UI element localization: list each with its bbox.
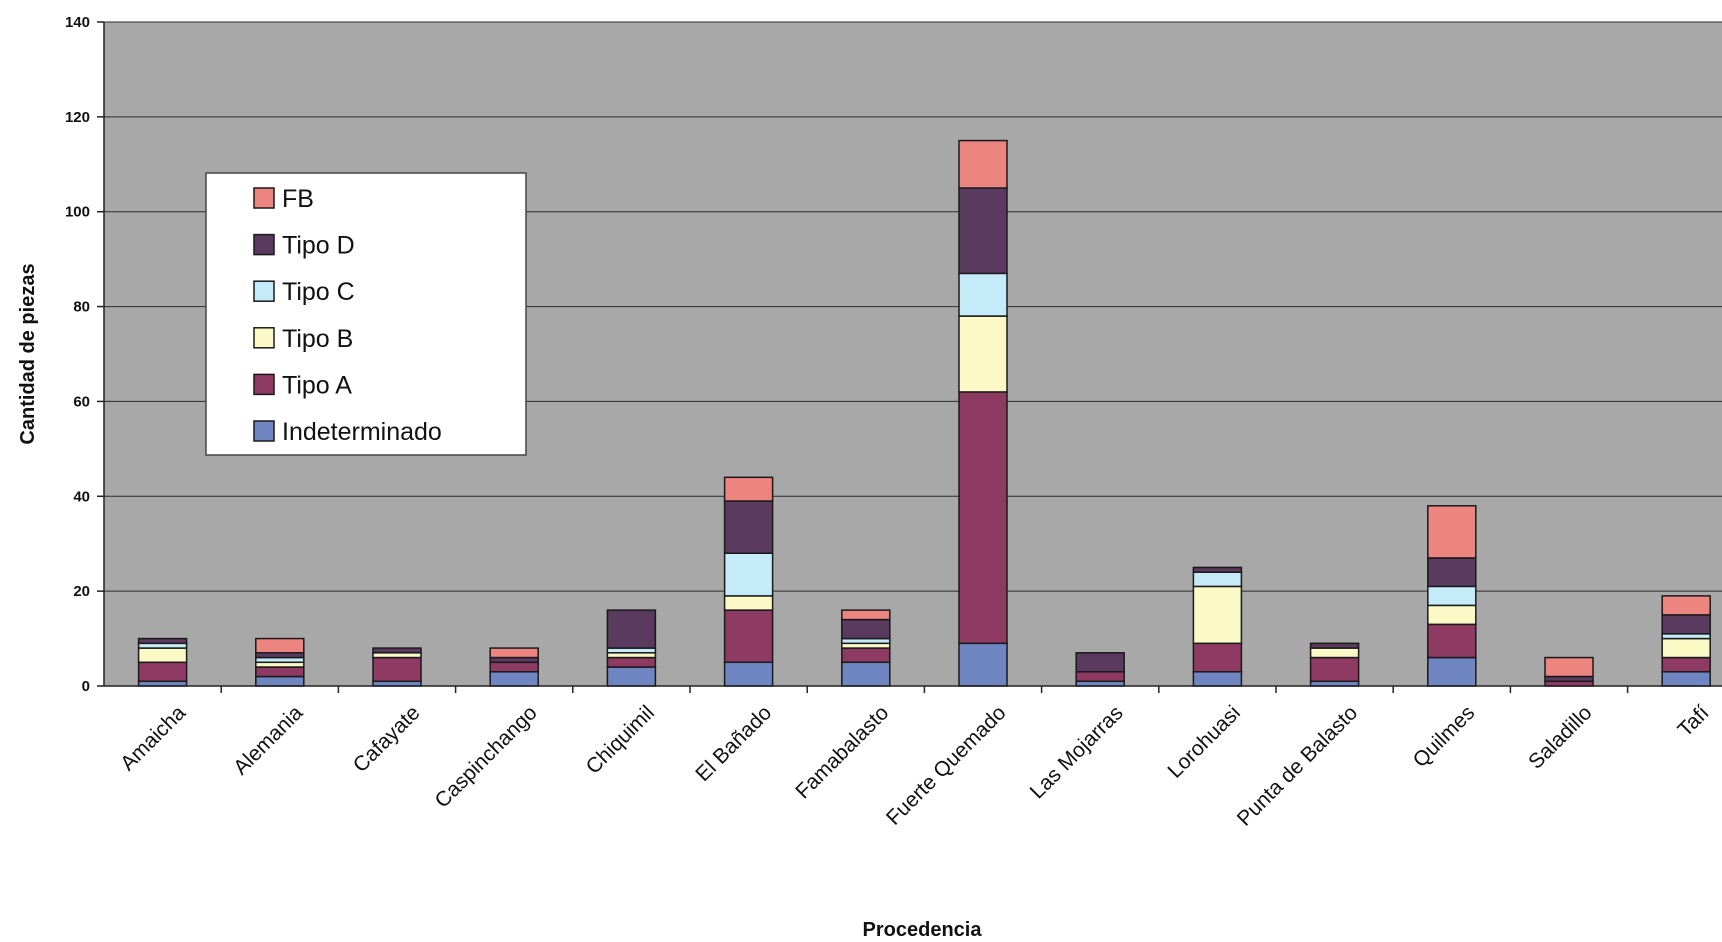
x-tick-label: Tafí bbox=[1674, 701, 1714, 741]
y-tick-label: 120 bbox=[65, 109, 90, 126]
legend-label: Tipo C bbox=[282, 278, 355, 306]
bar-segment-indeterminado bbox=[606, 666, 657, 687]
x-tick-label: Punta de Balasto bbox=[1233, 701, 1362, 830]
x-tick-label: Chiquimil bbox=[582, 701, 659, 778]
bar-segment-fb bbox=[1661, 595, 1711, 616]
bar-segment-tipo-d bbox=[137, 637, 188, 645]
bar-segment-tipo-a bbox=[723, 609, 774, 664]
bar-segment-tipo-a bbox=[1427, 623, 1477, 659]
bar-segment-tipo-a bbox=[137, 661, 188, 683]
legend-label: Tipo B bbox=[282, 325, 353, 353]
bar-segment-tipo-a bbox=[1309, 656, 1360, 683]
legend-swatch bbox=[253, 420, 275, 442]
bar-segment-tipo-d bbox=[1427, 557, 1477, 588]
bar-segment-tipo-d bbox=[958, 187, 1008, 275]
bar-segment-tipo-d bbox=[1192, 566, 1243, 573]
x-tick-label: Caspinchango bbox=[431, 701, 542, 812]
y-tick-label: 0 bbox=[82, 678, 90, 695]
x-tick-label: Las Mojarras bbox=[1026, 701, 1128, 803]
legend-label: FB bbox=[282, 185, 314, 213]
y-tick-label: 100 bbox=[65, 204, 90, 221]
bar-segment-tipo-a bbox=[1192, 642, 1243, 673]
bar-segment-tipo-a bbox=[1661, 656, 1711, 673]
legend-box bbox=[205, 172, 527, 456]
y-tick-labels: 0 20 40 60 80 100 120 140 bbox=[65, 14, 90, 695]
bar-segment-indeterminado bbox=[723, 661, 774, 687]
legend-label: Tipo A bbox=[282, 371, 352, 399]
bar-segment-tipo-c bbox=[1192, 571, 1243, 588]
x-tick-label: El Bañado bbox=[691, 701, 776, 786]
bar-segment-fb bbox=[958, 139, 1008, 189]
x-tick-label: Lorohuasi bbox=[1163, 701, 1244, 782]
bar-segment-indeterminado bbox=[841, 661, 891, 687]
bar-segment-tipo-d bbox=[372, 647, 422, 654]
bar-segment-tipo-b bbox=[958, 315, 1008, 393]
bar-segment-tipo-a bbox=[1075, 671, 1125, 683]
bar-segment-tipo-a bbox=[958, 391, 1008, 645]
legend-swatch bbox=[253, 187, 275, 209]
bar-segment-tipo-c bbox=[958, 272, 1008, 317]
bar-segment-tipo-a bbox=[606, 656, 657, 668]
bar-segment-fb bbox=[1427, 505, 1477, 559]
legend-label: Indeterminado bbox=[282, 418, 442, 446]
bar-segment-tipo-c bbox=[723, 552, 774, 597]
bar-segment-indeterminado bbox=[489, 671, 539, 687]
legend-swatch bbox=[253, 327, 275, 349]
legend-swatch bbox=[253, 233, 275, 256]
bar-segment-tipo-a bbox=[372, 656, 422, 683]
bar-segment-fb bbox=[489, 647, 539, 659]
bar-segment-tipo-d bbox=[1309, 642, 1360, 649]
legend-swatch bbox=[253, 373, 275, 396]
bars bbox=[137, 139, 1711, 687]
bar-segment-tipo-b bbox=[1661, 637, 1711, 659]
x-tick-label: Quilmes bbox=[1409, 701, 1480, 772]
axes bbox=[97, 21, 1722, 693]
legend-label: Tipo D bbox=[282, 232, 355, 260]
y-tick-label: 140 bbox=[65, 14, 90, 31]
x-tick-label: Fuerte Quemado bbox=[882, 701, 1011, 830]
x-tick-label: Saladillo bbox=[1524, 701, 1596, 773]
x-tick-labels: Amaicha Alemania Cafayate Caspinchango Chiqu… bbox=[116, 701, 1714, 831]
bar-segment-fb bbox=[1544, 656, 1594, 678]
x-axis-title: Procedencia bbox=[863, 919, 983, 941]
x-tick-label: Famabalasto bbox=[791, 701, 893, 803]
bar-segment-fb bbox=[255, 637, 305, 654]
bar-segment-fb bbox=[723, 476, 774, 502]
bar-segment-fb bbox=[841, 609, 891, 621]
bar-segment-indeterminado bbox=[255, 675, 305, 687]
legend: FB Tipo D Tipo C Tipo B Tipo A Indeterminado bbox=[205, 172, 527, 456]
y-axis-title: Cantidad de piezas bbox=[17, 263, 39, 444]
bar-segment-tipo-a bbox=[255, 666, 305, 678]
bar-segment-tipo-d bbox=[606, 609, 657, 649]
x-tick-label: Amaicha bbox=[116, 701, 190, 775]
bar-segment-tipo-c bbox=[1427, 585, 1477, 607]
bar-segment-tipo-a bbox=[489, 661, 539, 673]
bar-segment-tipo-d bbox=[841, 618, 891, 640]
bar-segment-tipo-d bbox=[1661, 614, 1711, 635]
bar-segment-tipo-a bbox=[841, 647, 891, 664]
bar-segment-tipo-d bbox=[1075, 652, 1125, 673]
bar-segment-tipo-b bbox=[137, 647, 188, 664]
y-tick-label: 20 bbox=[73, 583, 90, 600]
y-tick-label: 60 bbox=[73, 393, 90, 410]
bar-segment-indeterminado bbox=[1427, 656, 1477, 687]
bar-segment-tipo-b bbox=[1192, 585, 1243, 645]
x-tick-label: Cafayate bbox=[349, 701, 425, 777]
legend-swatch bbox=[253, 280, 275, 302]
bar-segment-indeterminado bbox=[1661, 671, 1711, 687]
bar-segment-tipo-d bbox=[723, 500, 774, 554]
y-tick-label: 40 bbox=[73, 488, 90, 505]
x-tick-label: Alemania bbox=[229, 701, 307, 779]
bar-segment-tipo-b bbox=[1427, 604, 1477, 626]
bar-segment-indeterminado bbox=[958, 642, 1008, 687]
bar-segment-tipo-b bbox=[1309, 647, 1360, 659]
y-tick-label: 80 bbox=[73, 299, 90, 316]
bar-segment-indeterminado bbox=[1192, 671, 1243, 687]
bar-segment-tipo-b bbox=[723, 595, 774, 611]
